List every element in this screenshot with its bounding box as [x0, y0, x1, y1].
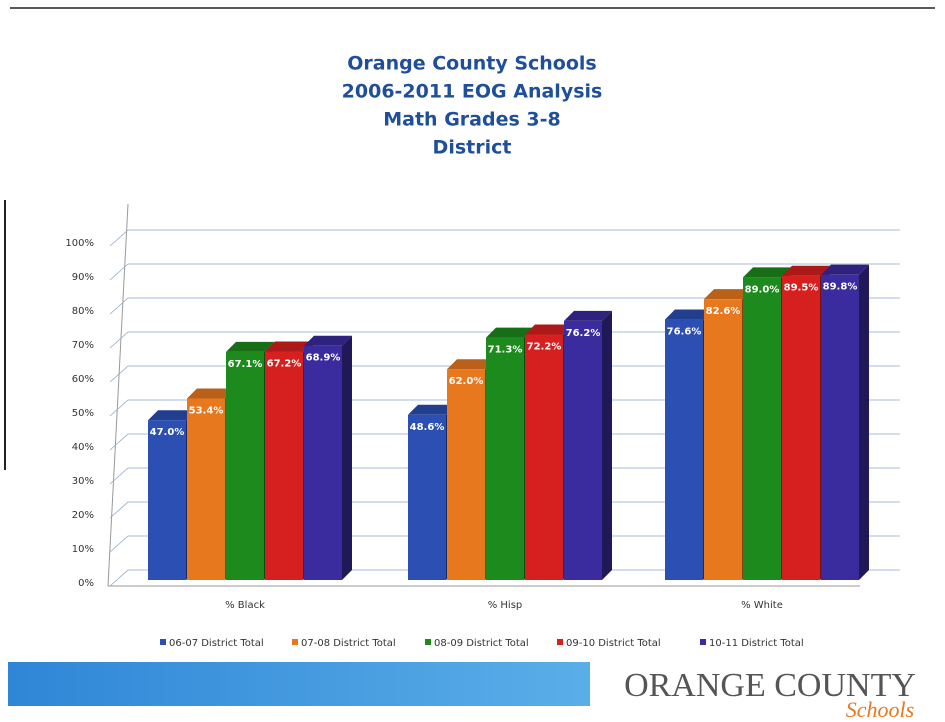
- data-label: 68.9%: [306, 353, 341, 364]
- bar: [304, 346, 342, 580]
- chart-title: Math Grades 3-8: [383, 109, 560, 131]
- legend-swatch: [557, 639, 563, 645]
- y-tick-label: 100%: [65, 238, 94, 249]
- chart-title: Orange County Schools: [347, 53, 597, 75]
- data-label: 67.2%: [267, 359, 302, 370]
- bar: [408, 415, 446, 580]
- y-tick-label: 50%: [72, 408, 94, 419]
- y-tick-label: 20%: [72, 510, 94, 521]
- bar: [821, 275, 859, 580]
- bar-side: [342, 336, 352, 580]
- y-tick-label: 60%: [72, 374, 94, 385]
- x-tick-label: % White: [741, 600, 783, 611]
- legend-label: 08-09 District Total: [434, 638, 529, 649]
- slide: ORANGE COUNTY Schools Orange County Scho…: [0, 0, 945, 722]
- legend-label: 10-11 District Total: [709, 638, 804, 649]
- legend-swatch: [425, 639, 431, 645]
- data-label: 53.4%: [189, 405, 224, 416]
- bar: [743, 277, 781, 580]
- bar: [226, 352, 264, 580]
- legend-swatch: [700, 639, 706, 645]
- legend-swatch: [160, 639, 166, 645]
- y-tick-label: 10%: [72, 544, 94, 555]
- y-tick-label: 40%: [72, 442, 94, 453]
- x-tick-label: % Hisp: [488, 600, 523, 611]
- y-tick-label: 80%: [72, 306, 94, 317]
- legend-label: 07-08 District Total: [301, 638, 396, 649]
- data-label: 76.6%: [667, 327, 702, 338]
- data-label: 72.2%: [527, 342, 562, 353]
- bar: [447, 369, 485, 580]
- y-tick-label: 90%: [72, 272, 94, 283]
- bar-side: [859, 265, 869, 580]
- x-tick-label: % Black: [225, 600, 265, 611]
- data-label: 82.6%: [706, 306, 741, 317]
- data-label: 67.1%: [228, 359, 263, 370]
- bar: [187, 398, 225, 580]
- bar-side: [602, 311, 612, 580]
- legend-label: 09-10 District Total: [566, 638, 661, 649]
- bar: [704, 299, 742, 580]
- data-label: 76.2%: [566, 328, 601, 339]
- y-tick-label: 70%: [72, 340, 94, 351]
- bar: [525, 335, 563, 580]
- data-label: 89.5%: [784, 283, 819, 294]
- bar: [148, 420, 186, 580]
- legend-label: 06-07 District Total: [169, 638, 264, 649]
- footer-sub: Schools: [846, 697, 914, 722]
- bar: [486, 338, 524, 580]
- chart-title: 2006-2011 EOG Analysis: [342, 81, 603, 103]
- bar: [782, 276, 820, 580]
- y-tick-label: 30%: [72, 476, 94, 487]
- footer-band: [8, 662, 590, 706]
- data-label: 47.0%: [150, 427, 185, 438]
- data-label: 89.8%: [823, 282, 858, 293]
- y-tick-label: 0%: [78, 578, 94, 589]
- data-label: 48.6%: [410, 422, 445, 433]
- bar: [564, 321, 602, 580]
- data-label: 62.0%: [449, 376, 484, 387]
- data-label: 71.3%: [488, 345, 523, 356]
- bar: [265, 352, 303, 580]
- data-label: 89.0%: [745, 284, 780, 295]
- chart-title: District: [433, 137, 512, 159]
- legend-swatch: [292, 639, 298, 645]
- bar: [665, 320, 703, 580]
